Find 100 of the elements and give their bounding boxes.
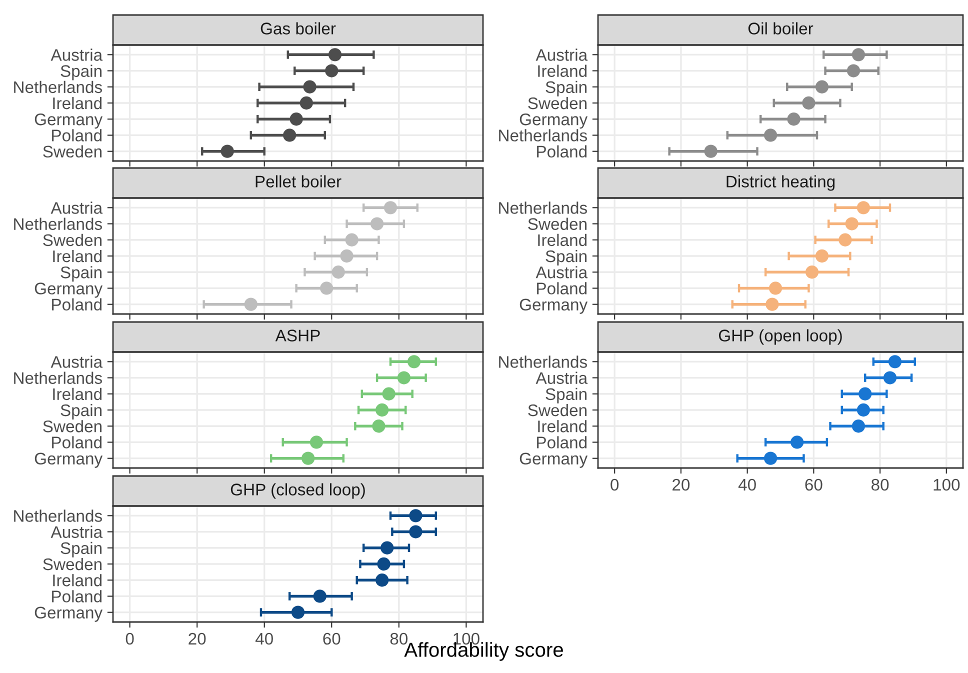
point [303, 80, 316, 94]
y-tick-label: Netherlands [14, 218, 102, 230]
y-tick-label: Spain [60, 542, 102, 558]
point [766, 298, 779, 311]
y-tick-label: Poland [52, 590, 102, 602]
y-tick-label: Sweden [528, 218, 587, 230]
y-tick-label: Netherlands [14, 80, 102, 94]
y-tick-label: Germany [520, 452, 588, 468]
point [328, 48, 342, 62]
x-tick-label: 60 [805, 478, 822, 491]
point [283, 128, 296, 142]
y-tick-label: Poland [52, 436, 102, 448]
y-tick-label: Ireland [53, 96, 102, 110]
point [852, 48, 866, 62]
y-tick-label: Sweden [43, 145, 102, 158]
point [787, 112, 800, 126]
y-tick-label: Poland [52, 298, 102, 311]
y-tick-label: Netherlands [499, 202, 587, 214]
y-tick-label: Sweden [43, 234, 102, 246]
y-tick-label: Sweden [528, 96, 587, 110]
y-tick-label: Spain [60, 266, 102, 282]
point [290, 112, 303, 126]
point [384, 201, 398, 214]
y-tick-label: Netherlands [14, 372, 102, 384]
point [856, 403, 870, 417]
y-tick-label: Sweden [43, 420, 102, 432]
point [332, 266, 345, 279]
y-tick-label: Austria [50, 526, 103, 538]
point [382, 387, 396, 400]
y-tick-label: Netherlands [14, 510, 102, 522]
y-tick-label: Austria [536, 266, 588, 278]
y-tick-label: Spain [546, 388, 587, 404]
chart-title: ASHP [275, 330, 320, 342]
point [790, 436, 804, 449]
y-tick-label: Germany [34, 114, 103, 129]
point [856, 201, 870, 214]
point [883, 371, 897, 384]
y-tick-label: Austria [50, 202, 103, 214]
point [397, 371, 411, 384]
point [858, 387, 872, 400]
y-tick-label: Ireland [538, 64, 587, 77]
x-tick-label: 40 [255, 632, 273, 645]
y-tick-label: Ireland [538, 420, 587, 432]
point [846, 64, 860, 78]
point [345, 233, 358, 246]
y-tick-label: Ireland [53, 388, 102, 400]
point [220, 144, 234, 158]
point [325, 64, 338, 78]
point [372, 420, 386, 433]
y-tick-label: Germany [34, 606, 103, 622]
point [376, 403, 389, 417]
y-tick-label: Poland [537, 145, 587, 158]
x-tick-label: 0 [610, 478, 619, 491]
point [300, 96, 313, 110]
point [244, 298, 258, 311]
x-tick-label: 40 [738, 478, 756, 491]
y-tick-label: Spain [546, 80, 587, 96]
point [838, 233, 852, 246]
point [313, 590, 326, 603]
x-tick-label: 60 [323, 632, 340, 645]
point [370, 217, 384, 230]
x-tick-label: 80 [872, 478, 889, 491]
y-tick-label: Spain [60, 404, 102, 420]
point [302, 452, 315, 465]
y-tick-label: Sweden [528, 404, 587, 416]
x-tick-label: 20 [188, 632, 206, 645]
point [376, 574, 389, 587]
y-tick-label: Austria [536, 48, 588, 61]
point [340, 249, 354, 263]
point [764, 128, 778, 142]
y-tick-label: Netherlands [499, 356, 587, 368]
y-tick-label: Germany [34, 452, 103, 468]
x-tick-label: 20 [672, 478, 690, 491]
point [380, 541, 394, 554]
point [409, 509, 422, 522]
point [291, 606, 305, 619]
point [805, 266, 819, 279]
y-tick-label: Austria [536, 372, 588, 384]
point [768, 282, 782, 295]
y-tick-label: Ireland [538, 234, 587, 246]
point [704, 144, 718, 158]
point [888, 355, 902, 368]
y-tick-label: Ireland [53, 574, 102, 586]
point [407, 355, 421, 368]
point [377, 557, 390, 571]
point [852, 420, 866, 433]
y-tick-label: Germany [34, 282, 103, 298]
point [310, 436, 324, 449]
point [320, 282, 334, 295]
y-tick-label: Spain [60, 64, 102, 80]
x-tick-label: 0 [126, 632, 134, 645]
point [764, 452, 778, 465]
y-tick-label: Sweden [43, 558, 102, 570]
y-tick-label: Poland [52, 129, 102, 142]
point [802, 96, 816, 110]
x-tick-label: 100 [934, 478, 960, 491]
point [815, 249, 829, 263]
y-tick-label: Germany [520, 114, 588, 129]
point [409, 525, 422, 538]
y-tick-label: Ireland [53, 250, 102, 262]
